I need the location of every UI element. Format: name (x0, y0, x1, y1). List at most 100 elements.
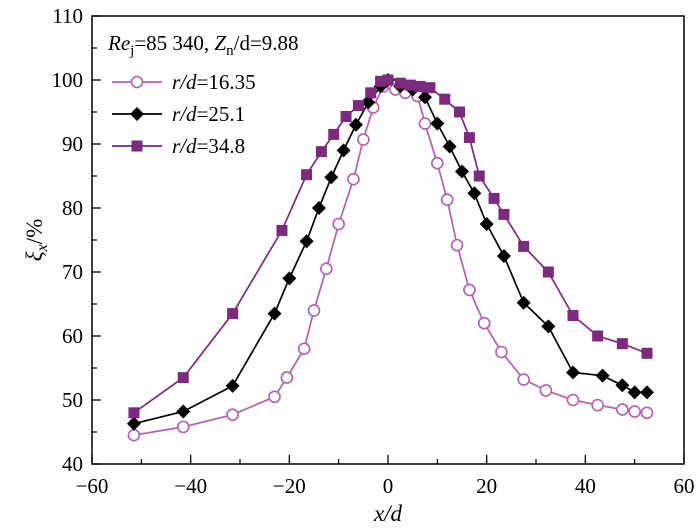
data-point-series-3 (424, 82, 436, 94)
data-point-series-1 (440, 193, 454, 206)
x-tick-label: 20 (476, 474, 497, 498)
data-point-series-3 (328, 128, 340, 140)
series-markers (126, 73, 654, 442)
data-point-series-1 (226, 408, 239, 422)
legend-label: r/d=25.1 (172, 102, 245, 126)
y-tick-label: 40 (62, 452, 83, 476)
y-tick-label: 50 (62, 388, 83, 412)
data-point-series-1 (616, 403, 629, 416)
annotation-z: Z (214, 31, 226, 55)
data-point-series-1 (332, 217, 345, 231)
data-point-series-3 (276, 224, 288, 236)
data-point-series-2 (516, 295, 531, 310)
data-point-series-2 (267, 306, 282, 321)
x-axis-label: x/d (373, 501, 403, 526)
data-point-series-2 (595, 368, 610, 383)
data-point-series-3 (352, 100, 364, 112)
data-point-series-3 (414, 80, 426, 92)
svg-text:ξx/%: ξx/% (22, 219, 51, 262)
data-point-series-3 (340, 110, 352, 122)
y-axis-label-main: ξ (22, 251, 47, 261)
data-point-series-2 (442, 139, 457, 154)
data-point-series-3 (128, 407, 140, 419)
plot-frame (91, 15, 685, 465)
y-tick-label: 100 (52, 68, 84, 92)
y-tick-labels: 40 50 60 70 80 90 100 110 (52, 4, 84, 476)
data-point-series-1 (176, 420, 190, 434)
legend-marker (130, 75, 144, 89)
data-point-series-2 (615, 378, 630, 393)
data-point-series-1 (495, 345, 508, 359)
y-axis-label: ξx/% (22, 219, 51, 262)
data-point-series-2 (348, 117, 363, 132)
y-tick-label: 80 (62, 196, 83, 220)
data-point-series-1 (320, 262, 333, 276)
data-point-series-1 (297, 342, 311, 356)
legend-label: r/d=16.35 (172, 70, 256, 94)
y-tick-label: 70 (62, 260, 83, 284)
data-point-series-3 (641, 347, 653, 359)
data-point-series-2 (418, 90, 432, 105)
data-point-series-2 (496, 249, 511, 263)
data-point-series-3 (394, 77, 406, 89)
x-tick-label: 40 (575, 474, 596, 498)
annotation-re-rest: =85 340, (134, 31, 214, 55)
legend-marker (131, 140, 143, 152)
data-point-series-3 (404, 79, 416, 91)
data-point-series-2 (225, 378, 240, 393)
legend-label: r/d=34.8 (172, 134, 245, 158)
data-point-series-3 (473, 170, 485, 182)
data-point-series-3 (454, 106, 466, 118)
data-point-series-3 (301, 169, 313, 181)
data-point-series-3 (365, 87, 377, 99)
data-point-series-2 (455, 164, 469, 179)
data-point-series-2 (126, 416, 141, 431)
data-point-series-2 (361, 95, 376, 110)
x-tick-label: −20 (273, 474, 306, 498)
data-point-series-3 (227, 308, 239, 320)
data-point-series-1 (591, 398, 604, 412)
flow-conditions-annotation: Rej=85 340, Zn/d=9.88 (107, 31, 299, 59)
data-point-series-3 (488, 192, 500, 204)
data-point-series-2 (299, 234, 314, 249)
x-tick-label: 0 (383, 474, 394, 498)
data-point-series-3 (382, 74, 394, 86)
data-point-series-3 (375, 75, 387, 87)
data-point-series-3 (518, 240, 530, 252)
annotation-z-sub: n (226, 43, 234, 59)
data-point-series-1 (566, 393, 580, 407)
y-tick-label: 110 (52, 4, 83, 28)
x-tick-label: −60 (76, 474, 109, 498)
data-point-series-3 (567, 310, 579, 322)
data-point-series-3 (463, 132, 475, 144)
legend: r/d=16.35 r/d=25.1 r/d=34.8 (112, 70, 256, 158)
data-point-series-3 (542, 266, 554, 278)
x-tick-label: −40 (174, 474, 207, 498)
data-point-series-2 (566, 365, 580, 380)
series-line-3 (133, 79, 648, 414)
legend-marker (130, 107, 144, 121)
data-point-series-1 (280, 371, 294, 384)
data-point-series-1 (477, 316, 491, 330)
data-point-series-1 (628, 405, 641, 418)
data-point-series-2 (467, 186, 482, 201)
x-tick-labels: −60 −40 −20 0 20 40 60 (76, 474, 695, 498)
data-point-series-3 (498, 208, 510, 220)
data-point-series-2 (640, 385, 654, 400)
data-point-series-1 (450, 238, 464, 252)
data-point-series-1 (640, 406, 654, 420)
annotation-re-sub: j (129, 43, 134, 59)
data-point-series-2 (176, 404, 191, 419)
data-point-series-2 (311, 201, 326, 215)
data-point-series-2 (336, 143, 351, 158)
data-point-series-3 (592, 330, 604, 342)
annotation-re: Re (107, 31, 130, 55)
data-point-series-3 (315, 146, 327, 158)
x-tick-label: 60 (674, 474, 695, 498)
data-point-series-1 (517, 373, 530, 386)
data-point-series-1 (418, 117, 432, 130)
y-tick-label: 60 (62, 324, 83, 348)
data-point-series-1 (347, 172, 360, 186)
data-point-series-1 (127, 428, 141, 442)
